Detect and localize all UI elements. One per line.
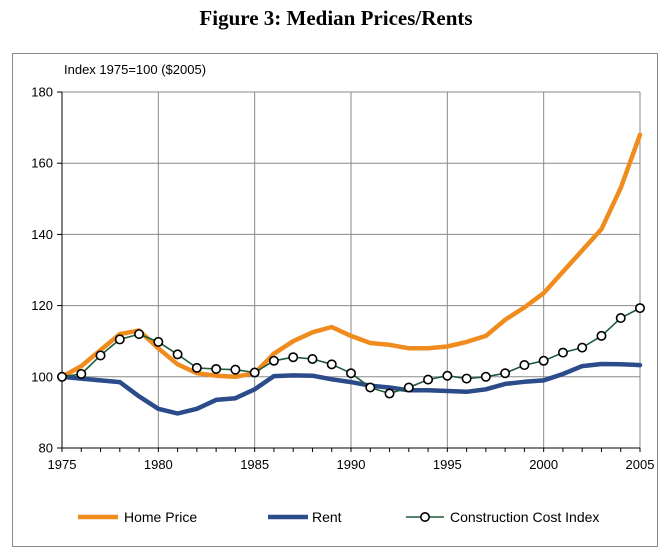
data-point bbox=[153, 336, 164, 347]
data-point bbox=[538, 355, 549, 366]
data-point bbox=[519, 360, 530, 371]
data-point bbox=[384, 388, 395, 399]
y-tick-label: 180 bbox=[31, 85, 53, 100]
data-point bbox=[56, 371, 67, 382]
y-tick-label: 140 bbox=[31, 227, 53, 242]
data-point bbox=[211, 363, 222, 374]
data-point bbox=[230, 364, 241, 375]
data-point bbox=[172, 349, 183, 360]
data-point bbox=[423, 374, 434, 385]
data-point bbox=[615, 313, 626, 324]
data-point bbox=[345, 368, 356, 379]
legend-item: Rent bbox=[268, 509, 342, 525]
x-tick-label: 1990 bbox=[337, 457, 366, 472]
data-point bbox=[288, 352, 299, 363]
y-tick-label: 160 bbox=[31, 156, 53, 171]
data-point bbox=[249, 367, 260, 378]
data-point bbox=[268, 355, 279, 366]
series-line-1 bbox=[59, 361, 643, 416]
data-point bbox=[307, 353, 318, 364]
x-tick-label: 2000 bbox=[529, 457, 558, 472]
data-point bbox=[577, 342, 588, 353]
legend-item: Construction Cost Index bbox=[406, 509, 599, 525]
data-point bbox=[442, 370, 453, 381]
x-tick-label: 1975 bbox=[48, 457, 77, 472]
data-point bbox=[76, 368, 87, 379]
legend-marker bbox=[419, 511, 430, 522]
y-tick-label: 120 bbox=[31, 298, 53, 313]
series-line-0 bbox=[59, 132, 643, 380]
data-point bbox=[480, 371, 491, 382]
data-point bbox=[634, 303, 645, 314]
y-tick-label: 80 bbox=[39, 441, 53, 456]
y-axis-label: Index 1975=100 ($2005) bbox=[64, 62, 206, 77]
data-point bbox=[500, 368, 511, 379]
data-point bbox=[557, 347, 568, 358]
data-point bbox=[95, 350, 106, 361]
x-tick-label: 1985 bbox=[240, 457, 269, 472]
data-point bbox=[326, 359, 337, 370]
legend-label: Construction Cost Index bbox=[450, 509, 599, 525]
chart-frame bbox=[12, 53, 658, 547]
legend-item: Home Price bbox=[78, 509, 197, 525]
figure-title: Figure 3: Median Prices/Rents bbox=[199, 6, 473, 30]
data-point bbox=[596, 330, 607, 341]
x-tick-label: 1980 bbox=[144, 457, 173, 472]
data-point bbox=[134, 329, 145, 340]
legend-label: Rent bbox=[312, 509, 342, 525]
x-tick-label: 1995 bbox=[433, 457, 462, 472]
data-point bbox=[461, 373, 472, 384]
data-point bbox=[403, 382, 414, 393]
data-point bbox=[114, 334, 125, 345]
data-point bbox=[365, 382, 376, 393]
legend-label: Home Price bbox=[124, 509, 197, 525]
data-point bbox=[191, 362, 202, 373]
y-tick-label: 100 bbox=[31, 369, 53, 384]
x-tick-label: 2005 bbox=[626, 457, 655, 472]
